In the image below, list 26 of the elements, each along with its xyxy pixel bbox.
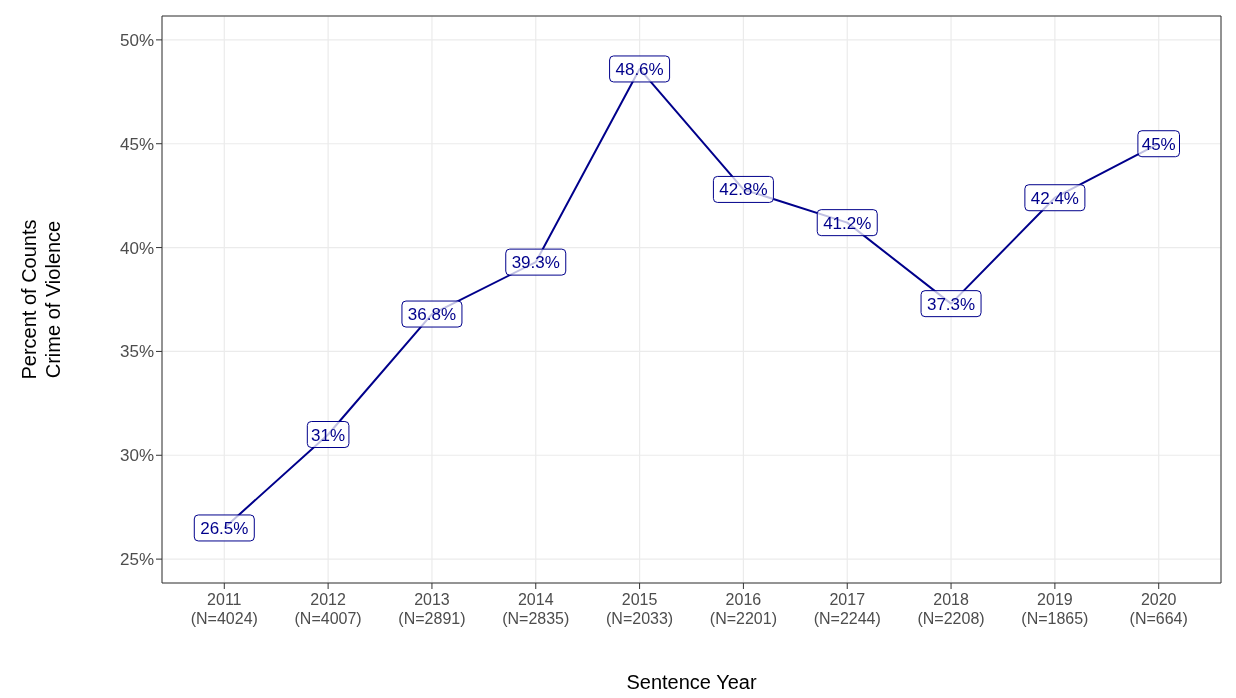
x-tick-label: 2011 (N=4024) bbox=[190, 591, 258, 627]
x-tick-label: 2018 (N=2208) bbox=[917, 591, 985, 627]
y-tick-label: 45% bbox=[119, 134, 154, 154]
data-label: 37.3% bbox=[926, 294, 976, 314]
x-tick-label: 2015 (N=2033) bbox=[606, 591, 674, 627]
x-tick-label: 2014 (N=2835) bbox=[502, 591, 570, 627]
x-tick-label: 2016 (N=2201) bbox=[709, 591, 777, 627]
x-tick-label: 2013 (N=2891) bbox=[398, 591, 466, 627]
data-label: 42.8% bbox=[719, 180, 768, 200]
data-label: 41.2% bbox=[823, 213, 872, 233]
data-label: 36.8% bbox=[407, 305, 457, 325]
y-tick-label: 30% bbox=[119, 446, 154, 466]
y-tick-label: 25% bbox=[119, 550, 154, 570]
data-label: 42.4% bbox=[1030, 188, 1079, 208]
x-tick-label: 2020 (N=664) bbox=[1129, 591, 1188, 627]
x-tick-label: 2012 (N=4007) bbox=[294, 591, 362, 627]
x-tick-label: 2017 (N=2244) bbox=[813, 591, 881, 627]
y-axis-title: Percent of Counts Crime of Violence bbox=[18, 219, 64, 380]
x-tick-label: 2019 (N=1865) bbox=[1021, 591, 1089, 627]
x-axis-title: Sentence Year bbox=[626, 671, 757, 693]
y-tick-label: 40% bbox=[119, 238, 154, 258]
y-tick-label: 35% bbox=[119, 342, 154, 362]
data-label: 48.6% bbox=[615, 59, 664, 79]
y-tick-label: 50% bbox=[119, 30, 154, 50]
data-label: 39.3% bbox=[511, 253, 560, 273]
data-label: 26.5% bbox=[200, 518, 249, 538]
